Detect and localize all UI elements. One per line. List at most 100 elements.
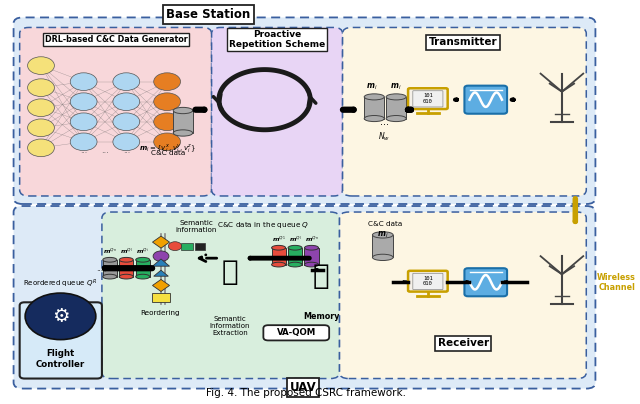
Text: Receiver: Receiver (438, 338, 489, 348)
Text: Flight
Controller: Flight Controller (36, 349, 85, 368)
Text: DRL-based C&C Data Generator: DRL-based C&C Data Generator (45, 35, 188, 44)
FancyBboxPatch shape (408, 88, 447, 109)
FancyBboxPatch shape (13, 17, 595, 204)
Circle shape (154, 73, 180, 90)
FancyBboxPatch shape (20, 302, 102, 379)
FancyBboxPatch shape (212, 27, 342, 196)
Ellipse shape (364, 116, 384, 122)
Text: ...: ... (380, 117, 388, 127)
Ellipse shape (372, 254, 393, 261)
Text: Reordering: Reordering (140, 309, 180, 316)
Ellipse shape (119, 274, 133, 279)
FancyBboxPatch shape (413, 273, 443, 290)
FancyBboxPatch shape (152, 293, 170, 301)
Text: C&C data: C&C data (368, 221, 403, 227)
FancyBboxPatch shape (102, 212, 340, 379)
Text: $\boldsymbol{m}^{Q_n}$: $\boldsymbol{m}^{Q_n}$ (305, 235, 318, 244)
Circle shape (28, 139, 54, 157)
FancyBboxPatch shape (13, 206, 595, 389)
Circle shape (154, 113, 180, 130)
Polygon shape (152, 280, 170, 291)
Text: Base Station: Base Station (166, 8, 251, 21)
Text: 010: 010 (423, 99, 433, 104)
FancyBboxPatch shape (181, 242, 193, 250)
Text: 101: 101 (423, 93, 433, 98)
Text: $\boldsymbol{m}^{Q_i}$: $\boldsymbol{m}^{Q_i}$ (136, 247, 149, 256)
Circle shape (113, 93, 140, 111)
Circle shape (154, 133, 180, 151)
Circle shape (113, 133, 140, 151)
FancyBboxPatch shape (271, 248, 285, 265)
Text: $N_w$: $N_w$ (378, 131, 390, 143)
Polygon shape (154, 270, 168, 276)
Text: ...: ... (80, 146, 87, 155)
Text: Semantic
information: Semantic information (175, 220, 217, 233)
Text: $\boldsymbol{m}_i$: $\boldsymbol{m}_i$ (377, 229, 388, 240)
FancyBboxPatch shape (173, 111, 193, 133)
Text: Proactive
Repetition Scheme: Proactive Repetition Scheme (228, 30, 325, 49)
Text: Fig. 4. The proposed CSRC framework.: Fig. 4. The proposed CSRC framework. (206, 388, 406, 398)
FancyBboxPatch shape (364, 97, 384, 118)
Ellipse shape (288, 262, 302, 267)
Circle shape (168, 242, 182, 250)
Ellipse shape (136, 257, 150, 262)
Text: 101: 101 (423, 276, 433, 281)
Text: 💾: 💾 (313, 262, 330, 290)
Polygon shape (152, 259, 170, 266)
Circle shape (70, 113, 97, 130)
Circle shape (28, 79, 54, 97)
Circle shape (70, 93, 97, 111)
Ellipse shape (386, 94, 406, 100)
FancyBboxPatch shape (264, 325, 329, 341)
FancyBboxPatch shape (119, 260, 133, 277)
Ellipse shape (271, 245, 285, 250)
Circle shape (154, 93, 180, 111)
Ellipse shape (103, 274, 117, 279)
FancyBboxPatch shape (342, 27, 586, 196)
FancyBboxPatch shape (288, 248, 302, 265)
FancyBboxPatch shape (103, 260, 117, 277)
Text: VA-QOM: VA-QOM (276, 328, 316, 337)
Circle shape (113, 113, 140, 130)
Text: $\boldsymbol{m}_i$: $\boldsymbol{m}_i$ (366, 82, 378, 93)
FancyBboxPatch shape (465, 268, 507, 296)
Text: ⚙: ⚙ (52, 307, 69, 326)
Ellipse shape (364, 94, 384, 100)
Text: C&C data: C&C data (150, 150, 185, 156)
Circle shape (25, 293, 96, 340)
Ellipse shape (372, 232, 393, 238)
Text: Reordered queue $Q^R$: Reordered queue $Q^R$ (24, 278, 97, 290)
Ellipse shape (119, 257, 133, 262)
Ellipse shape (271, 262, 285, 267)
FancyBboxPatch shape (20, 27, 212, 196)
Polygon shape (152, 236, 170, 248)
Circle shape (70, 73, 97, 90)
Ellipse shape (173, 130, 193, 136)
FancyBboxPatch shape (372, 235, 393, 257)
Ellipse shape (305, 245, 319, 250)
FancyBboxPatch shape (408, 271, 447, 292)
FancyBboxPatch shape (413, 91, 443, 107)
Ellipse shape (305, 262, 319, 267)
Text: Semantic
Information
Extraction: Semantic Information Extraction (210, 316, 250, 337)
Text: Wireless
Channel: Wireless Channel (597, 273, 636, 292)
Ellipse shape (173, 107, 193, 114)
FancyBboxPatch shape (340, 212, 586, 379)
Circle shape (153, 251, 169, 261)
FancyBboxPatch shape (305, 248, 319, 265)
Text: $\boldsymbol{m}^{Q_l}$: $\boldsymbol{m}^{Q_l}$ (120, 247, 132, 256)
Text: $\boldsymbol{m}_i$: $\boldsymbol{m}_i$ (390, 82, 402, 93)
Ellipse shape (288, 245, 302, 250)
FancyBboxPatch shape (386, 97, 406, 118)
Text: ...: ... (101, 146, 109, 155)
Text: C&C data in the queue $Q$: C&C data in the queue $Q$ (217, 220, 310, 230)
Text: $\boldsymbol{m}^{Q_n}$: $\boldsymbol{m}^{Q_n}$ (103, 247, 116, 256)
Circle shape (28, 57, 54, 74)
Text: UAV: UAV (289, 381, 316, 394)
Text: ...: ... (266, 252, 273, 261)
Ellipse shape (136, 274, 150, 279)
FancyBboxPatch shape (195, 242, 205, 250)
Text: ...: ... (123, 146, 130, 155)
Ellipse shape (386, 116, 406, 122)
Circle shape (70, 133, 97, 151)
